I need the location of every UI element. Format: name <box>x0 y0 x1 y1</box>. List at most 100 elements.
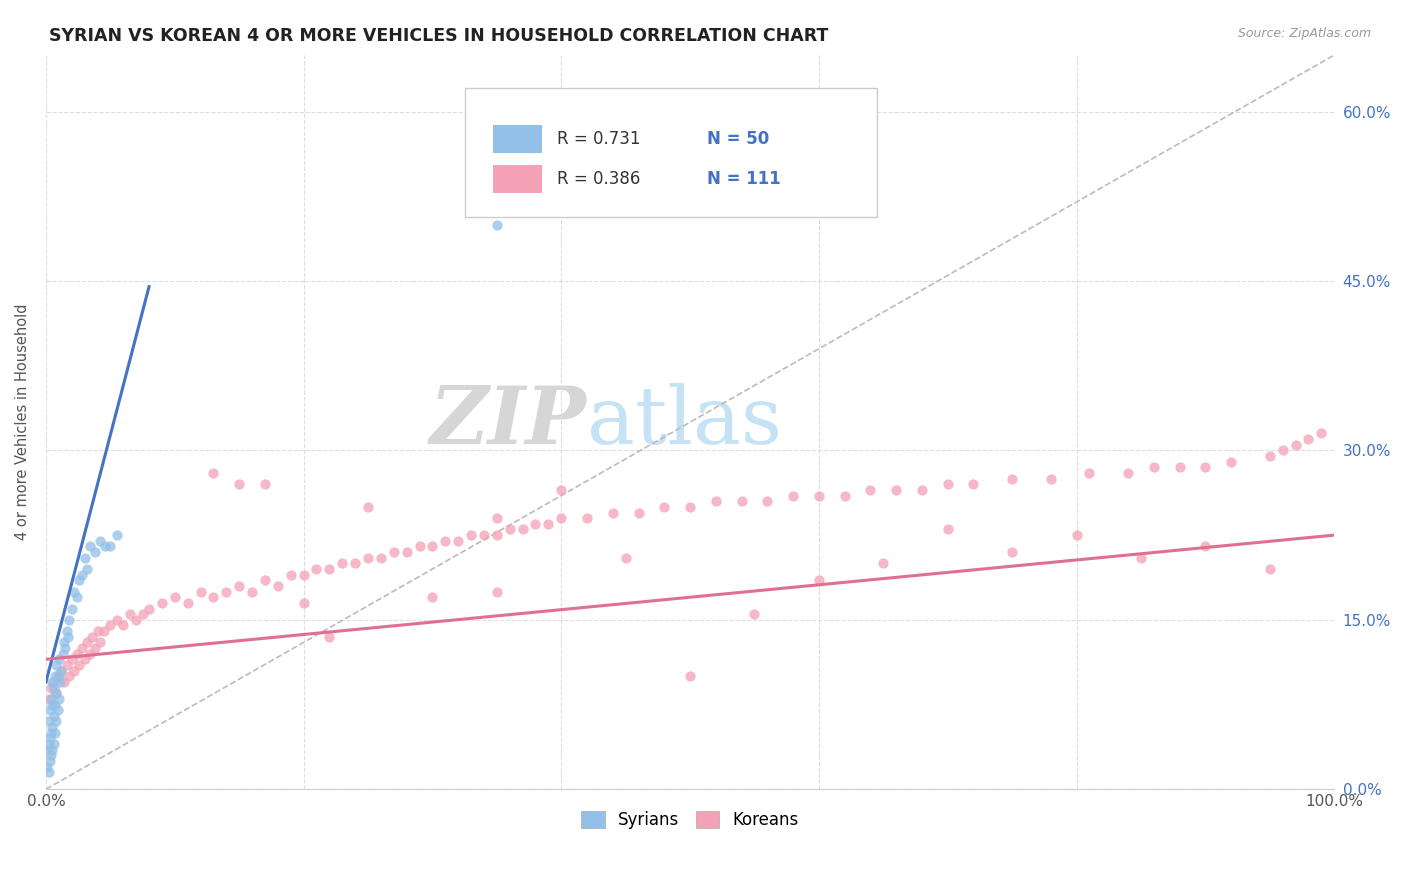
Point <box>38 731 60 746</box>
Point <box>44 725 66 739</box>
Point <box>190 584 212 599</box>
Point <box>318 562 340 576</box>
Point <box>472 528 495 542</box>
Point <box>872 557 894 571</box>
Text: R = 0.386: R = 0.386 <box>557 170 641 188</box>
Point <box>550 483 572 497</box>
Point <box>460 528 482 542</box>
Point <box>422 540 444 554</box>
Point <box>38 714 60 729</box>
Point <box>48 691 70 706</box>
Point <box>756 494 779 508</box>
Point <box>253 477 276 491</box>
Point <box>228 579 250 593</box>
Point <box>70 641 93 656</box>
Point <box>652 500 675 514</box>
Point <box>163 591 186 605</box>
Text: R = 0.731: R = 0.731 <box>557 130 641 148</box>
Point <box>602 506 624 520</box>
Point <box>56 630 79 644</box>
Point <box>280 567 302 582</box>
Point <box>1258 449 1281 463</box>
Point <box>69 658 91 673</box>
Point <box>39 725 62 739</box>
Bar <box>494 165 541 194</box>
Point <box>679 500 702 514</box>
Text: N = 111: N = 111 <box>707 170 780 188</box>
Point <box>82 630 104 644</box>
Point <box>422 591 444 605</box>
Point <box>202 466 225 480</box>
Point <box>704 494 727 508</box>
Point <box>408 540 430 554</box>
Point <box>176 596 198 610</box>
Point <box>38 737 60 751</box>
Point <box>1143 460 1166 475</box>
Point <box>69 574 91 588</box>
Point <box>138 601 160 615</box>
Point <box>524 516 547 531</box>
Point <box>240 584 263 599</box>
Point <box>125 613 148 627</box>
Point <box>253 574 276 588</box>
Point <box>485 528 508 542</box>
Point <box>100 618 122 632</box>
Text: atlas: atlas <box>588 384 782 461</box>
Point <box>42 708 65 723</box>
Point <box>537 516 560 531</box>
Point <box>485 218 508 232</box>
Point <box>94 540 117 554</box>
Point <box>627 506 650 520</box>
Point <box>228 477 250 491</box>
Point <box>1271 443 1294 458</box>
Point <box>1220 455 1243 469</box>
Point <box>41 742 63 756</box>
Point <box>1258 562 1281 576</box>
Point <box>330 557 353 571</box>
Point <box>834 489 856 503</box>
Point <box>86 624 108 639</box>
Point <box>1039 472 1062 486</box>
Point <box>434 533 457 548</box>
Point <box>39 691 62 706</box>
Point <box>807 489 830 503</box>
Point <box>131 607 153 622</box>
Point <box>41 674 63 689</box>
Point <box>37 742 59 756</box>
Point <box>58 613 80 627</box>
Point <box>614 550 637 565</box>
Point <box>38 765 60 780</box>
Point <box>1001 545 1024 559</box>
Text: ZIP: ZIP <box>430 384 588 461</box>
Point <box>1194 460 1216 475</box>
Point <box>93 624 115 639</box>
Point <box>447 533 470 548</box>
Point <box>344 557 367 571</box>
Point <box>79 540 101 554</box>
Point <box>305 562 328 576</box>
Point <box>42 737 65 751</box>
Point <box>202 591 225 605</box>
Point <box>105 613 128 627</box>
Point <box>318 630 340 644</box>
Point <box>100 540 122 554</box>
Point <box>105 528 128 542</box>
Point <box>38 754 60 768</box>
Point <box>112 618 135 632</box>
Point <box>38 691 60 706</box>
Point <box>53 641 76 656</box>
Point <box>44 669 66 683</box>
Point <box>730 494 752 508</box>
Point <box>550 511 572 525</box>
Point <box>936 477 959 491</box>
Point <box>44 698 66 712</box>
Point <box>911 483 934 497</box>
Point <box>89 635 111 649</box>
Point <box>1001 472 1024 486</box>
Point <box>66 647 89 661</box>
Point <box>84 545 107 559</box>
Point <box>46 669 69 683</box>
Point <box>84 641 107 656</box>
Point <box>962 477 984 491</box>
Point <box>936 523 959 537</box>
